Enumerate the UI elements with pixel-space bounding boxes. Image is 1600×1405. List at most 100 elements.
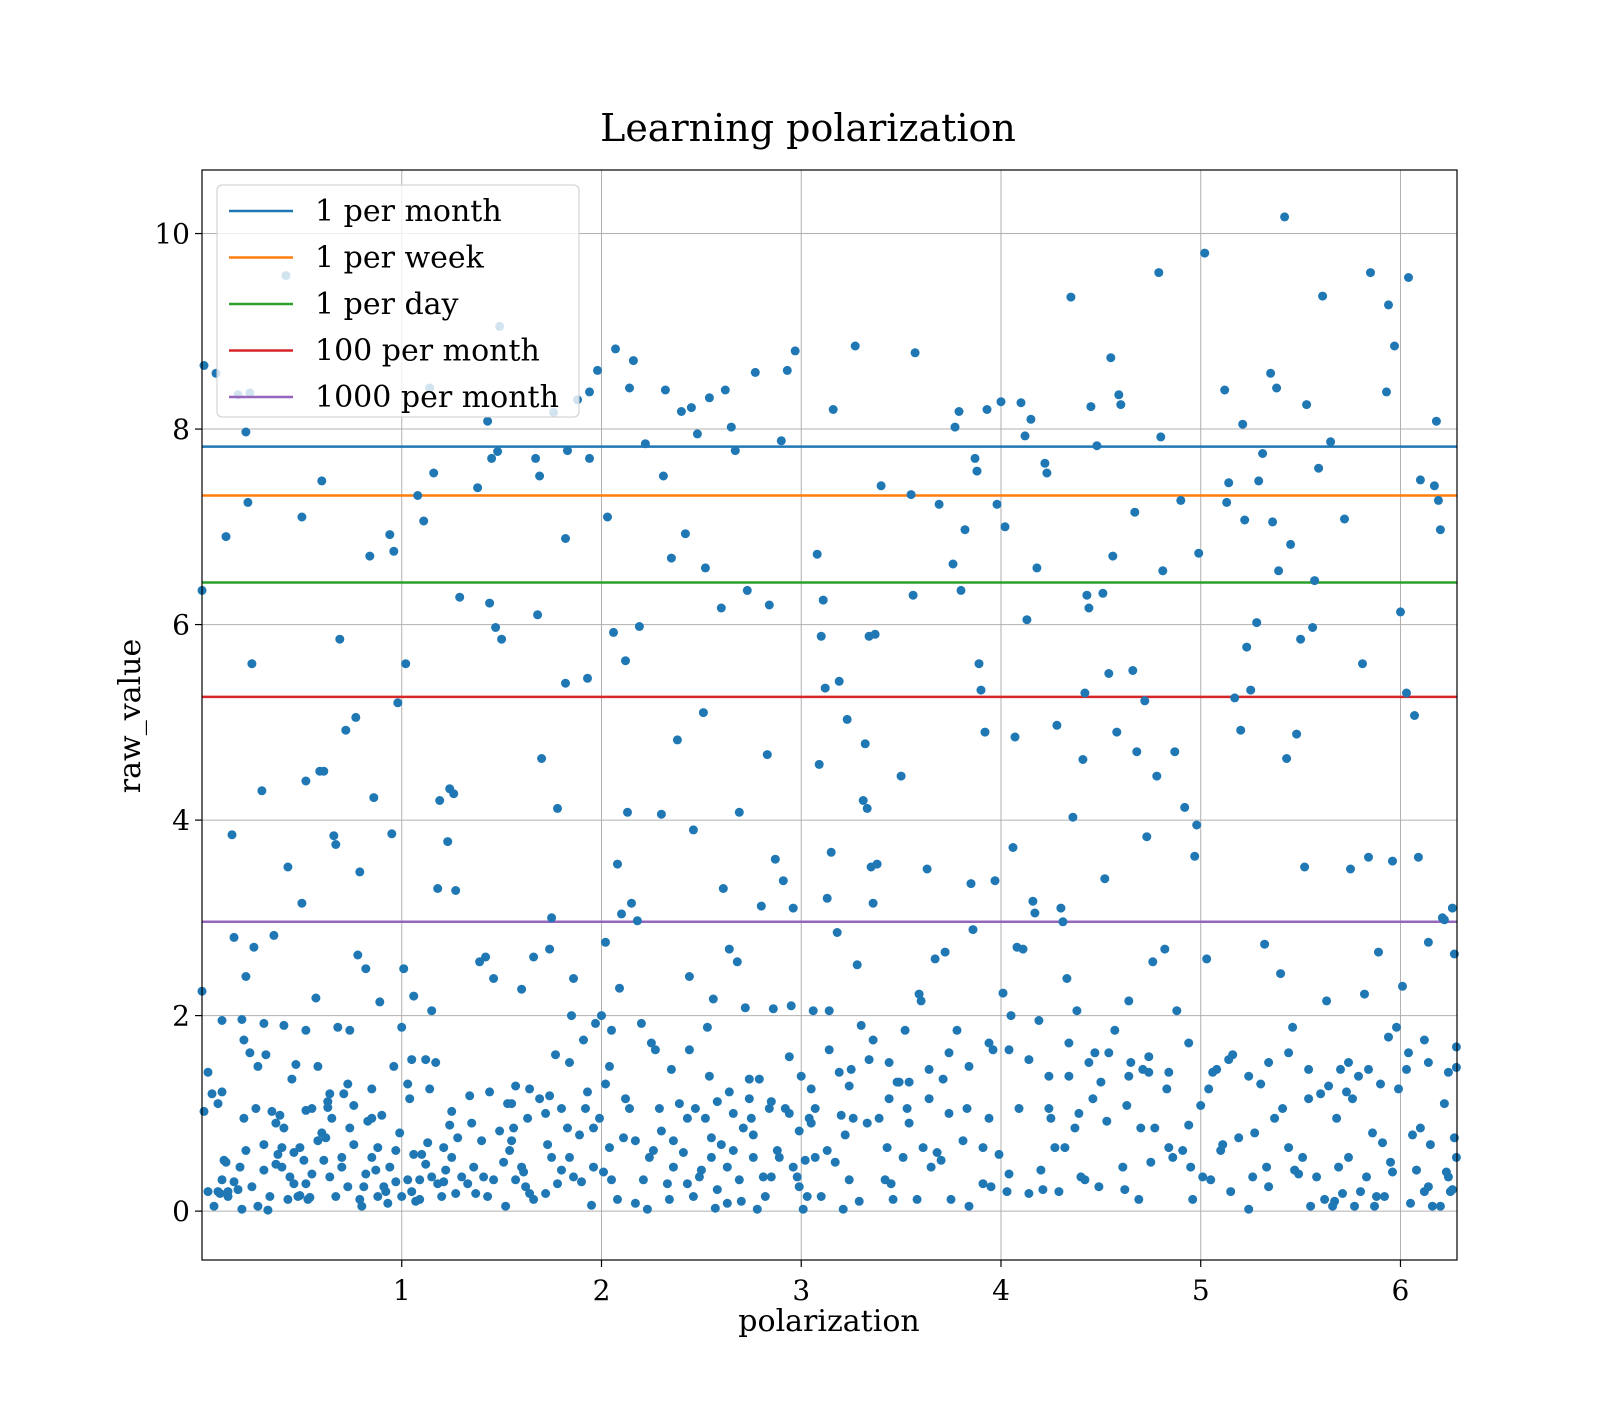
scatter-point — [958, 1136, 968, 1146]
scatter-point — [966, 879, 976, 889]
scatter-point — [772, 1146, 782, 1155]
scatter-point — [409, 991, 419, 1001]
scatter-point — [1256, 1079, 1266, 1089]
scatter-point — [664, 1194, 674, 1204]
scatter-point — [1398, 981, 1407, 991]
scatter-point — [1078, 755, 1088, 764]
scatter-point — [1408, 1130, 1417, 1140]
scatter-point — [800, 1155, 810, 1165]
scatter-point — [1082, 590, 1092, 600]
scatter-point — [229, 932, 239, 942]
scatter-point — [597, 1011, 606, 1021]
scatter-point — [355, 1194, 365, 1204]
scatter-point — [698, 708, 708, 718]
scatter-point — [1402, 1064, 1411, 1074]
scatter-point — [1110, 1025, 1120, 1035]
scatter-point — [199, 1106, 209, 1116]
scatter-point — [1120, 1185, 1130, 1195]
scatter-point — [694, 1172, 704, 1182]
scatter-point — [273, 1149, 283, 1159]
scatter-point — [297, 898, 307, 908]
scatter-point — [1112, 727, 1122, 737]
scatter-point — [858, 796, 868, 805]
scatter-point — [349, 1140, 359, 1150]
scatter-point — [988, 1045, 998, 1055]
scatter-point — [1314, 463, 1324, 473]
scatter-point — [1234, 1133, 1244, 1143]
scatter-point — [579, 1035, 588, 1045]
scatter-point — [956, 585, 966, 595]
scatter-point — [1360, 989, 1369, 999]
scatter-point — [770, 854, 780, 864]
scatter-point — [427, 1172, 437, 1182]
scatter-point — [565, 1152, 574, 1162]
scatter-point — [323, 1097, 333, 1107]
scatter-point — [1158, 566, 1168, 576]
scatter-point — [1002, 1187, 1012, 1197]
scatter-point — [746, 1113, 756, 1123]
scatter-point — [1419, 1035, 1429, 1045]
scatter-point — [327, 1113, 337, 1123]
scatter-point — [854, 1196, 864, 1206]
scatter-point — [589, 1123, 598, 1133]
scatter-point — [587, 1200, 596, 1210]
scatter-point — [395, 1128, 405, 1138]
scatter-point — [449, 789, 459, 799]
scatter-point — [1318, 291, 1328, 301]
scatter-point — [1328, 1201, 1338, 1211]
scatter-point — [607, 1175, 616, 1185]
scatter-point — [509, 1123, 519, 1133]
scatter-point — [627, 898, 636, 908]
scatter-point — [289, 1179, 299, 1189]
scatter-point — [904, 1118, 914, 1128]
scatter-point — [1108, 551, 1118, 561]
scatter-point — [732, 957, 742, 967]
scatter-point — [638, 1175, 648, 1185]
y-tick-label: 10 — [154, 218, 190, 251]
scatter-point — [1034, 1016, 1044, 1025]
scatter-point — [421, 1055, 431, 1065]
scatter-point — [1144, 1052, 1154, 1062]
scatter-point — [836, 1110, 846, 1120]
scatter-point — [445, 1120, 455, 1130]
scatter-point — [740, 1003, 750, 1013]
scatter-point — [1258, 449, 1268, 458]
scatter-point — [986, 1182, 996, 1192]
scatter-point — [784, 1052, 794, 1062]
scatter-point — [397, 1192, 407, 1201]
scatter-point — [1202, 954, 1212, 964]
scatter-point — [1254, 476, 1264, 486]
scatter-point — [1064, 1038, 1074, 1048]
scatter-point — [742, 585, 752, 595]
scatter-point — [1062, 974, 1072, 983]
scatter-point — [1188, 1194, 1198, 1204]
scatter-point — [980, 727, 990, 737]
scatter-point — [367, 1152, 377, 1162]
scatter-point — [621, 656, 630, 666]
scatter-point — [1024, 1055, 1034, 1065]
scatter-point — [343, 1182, 353, 1192]
scatter-point — [914, 989, 924, 999]
scatter-point — [1262, 1162, 1272, 1172]
scatter-point — [217, 1175, 227, 1185]
scatter-point — [1402, 688, 1411, 698]
scatter-point — [1186, 1162, 1196, 1172]
scatter-point — [259, 1018, 269, 1028]
scatter-point — [1344, 1152, 1353, 1162]
scatter-point — [888, 1194, 898, 1204]
scatter-point — [1218, 1140, 1228, 1150]
scatter-point — [1431, 416, 1441, 426]
scatter-point — [1386, 1157, 1395, 1167]
scatter-point — [321, 1133, 331, 1143]
scatter-point — [1429, 481, 1439, 491]
scatter-point — [704, 1071, 714, 1081]
scatter-point — [798, 1204, 808, 1214]
scatter-point — [716, 1140, 726, 1150]
scatter-point — [1036, 1165, 1046, 1175]
scatter-point — [1000, 522, 1010, 532]
scatter-point — [1064, 1071, 1074, 1081]
scatter-point — [291, 1060, 301, 1069]
scatter-point — [1439, 1099, 1449, 1109]
scatter-point — [1348, 1094, 1357, 1104]
scatter-point — [1415, 1123, 1425, 1133]
